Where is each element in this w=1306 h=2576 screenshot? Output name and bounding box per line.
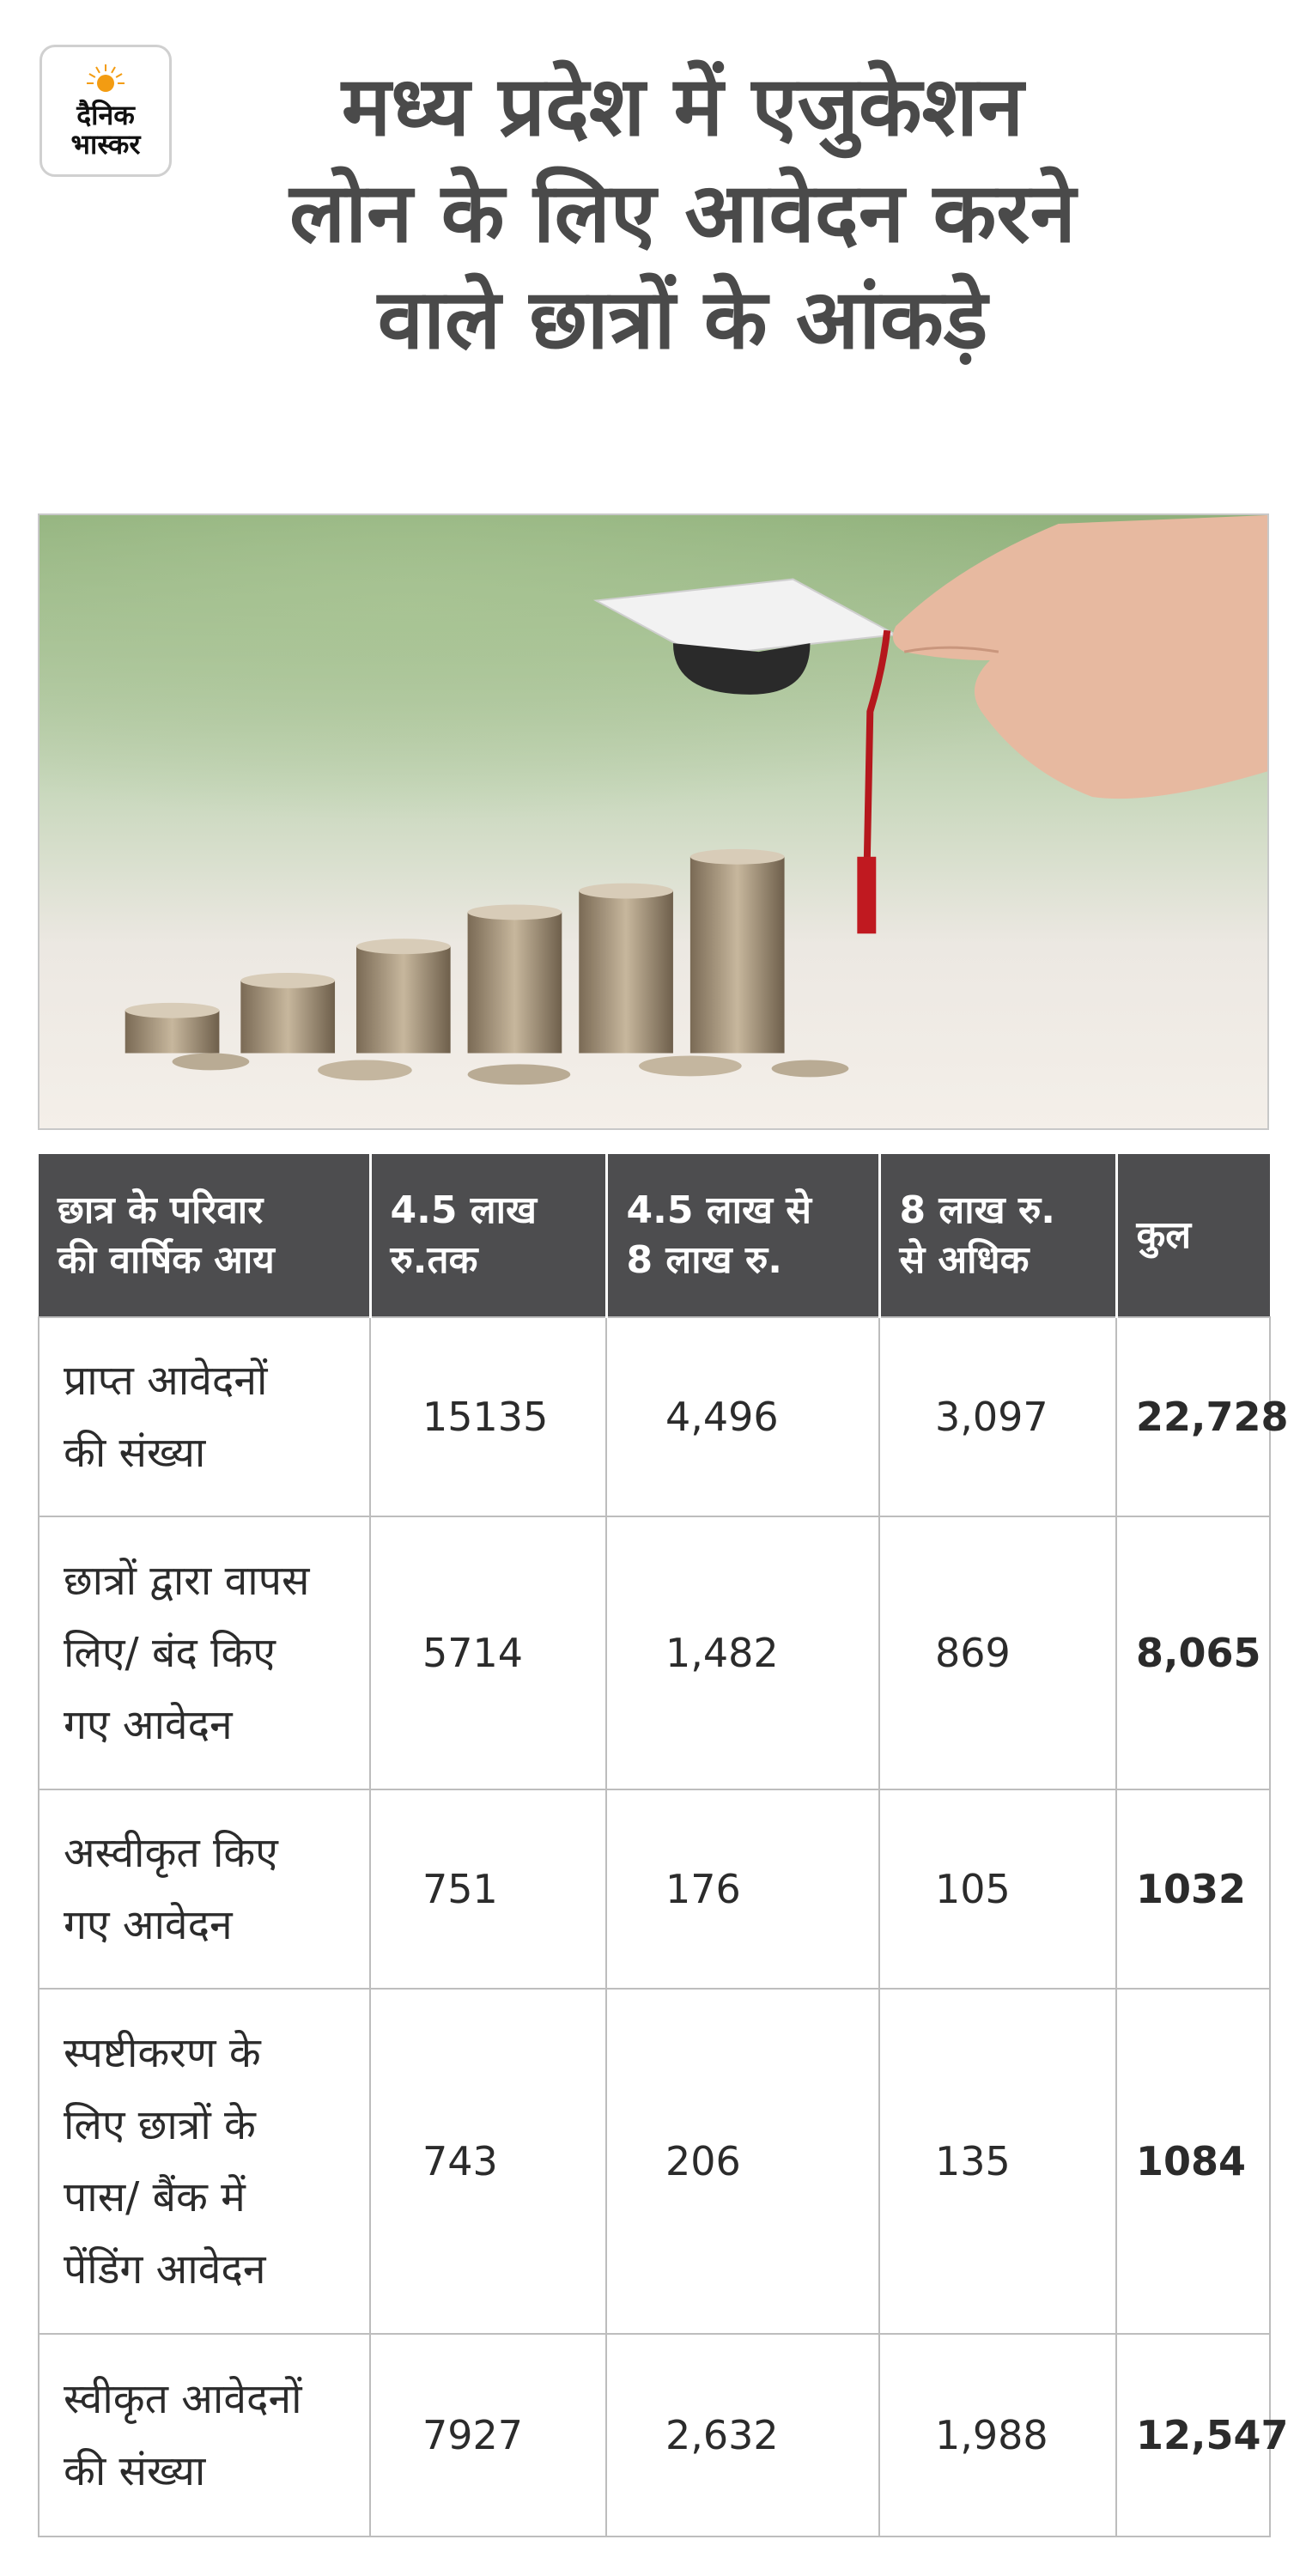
header-text: छात्र के परिवार [58, 1188, 264, 1232]
table-row: स्वीकृत आवेदनों की संख्या 7927 2,632 1,9… [38, 2333, 1289, 2537]
sun-icon [87, 64, 125, 92]
cell-upto-4-5-lakh: 7927 [369, 2333, 607, 2537]
header-text: से अधिक [899, 1237, 1030, 1282]
page-title: मध्य प्रदेश में एजुकेशन लोन के लिए आवेदन… [129, 53, 1236, 373]
header-text: 4.5 लाख [390, 1188, 537, 1232]
header-above-8-lakh: 8 लाख रु. से अधिक [879, 1154, 1118, 1317]
label-line: लिए/ बंद किए [64, 1629, 276, 1677]
row-label: अस्वीकृत किए गए आवेदन [38, 1789, 371, 1990]
row-label: स्वीकृत आवेदनों की संख्या [38, 2333, 371, 2537]
header-4-5-to-8-lakh: 4.5 लाख से 8 लाख रु. [606, 1154, 881, 1317]
title-line-1: मध्य प्रदेश में एजुकेशन [341, 58, 1024, 155]
cell-total: 8,065 [1115, 1516, 1271, 1790]
header-family-income: छात्र के परिवार की वार्षिक आय [39, 1154, 372, 1317]
coins-graduation-cap-image [39, 515, 1267, 1128]
label-line: स्पष्टीकरण के [64, 2029, 261, 2077]
cell-4-5-to-8-lakh: 206 [605, 1988, 880, 2335]
dainik-bhaskar-logo: दैनिक भास्कर [39, 45, 172, 177]
row-label: स्पष्टीकरण के लिए छात्रों के पास/ बैंक म… [38, 1988, 371, 2335]
header-text: 4.5 लाख से [626, 1188, 812, 1232]
cell-4-5-to-8-lakh: 176 [605, 1789, 880, 1990]
header-upto-4-5-lakh: 4.5 लाख रु.तक [370, 1154, 608, 1317]
label-line: स्वीकृत आवेदनों [64, 2375, 302, 2423]
cell-above-8-lakh: 3,097 [878, 1316, 1117, 1517]
table-row: प्राप्त आवेदनों की संख्या 15135 4,496 3,… [38, 1316, 1289, 1517]
label-line: छात्रों द्वारा वापस [64, 1557, 310, 1605]
cell-total: 22,728 [1115, 1316, 1289, 1517]
header-text: की वार्षिक आय [58, 1237, 275, 1282]
header-text: कुल [1136, 1212, 1192, 1257]
cell-above-8-lakh: 869 [878, 1516, 1117, 1790]
education-loan-photo [38, 513, 1269, 1130]
label-line: लिए छात्रों के [64, 2101, 256, 2149]
cell-4-5-to-8-lakh: 4,496 [605, 1316, 880, 1517]
cell-total: 12,547 [1115, 2333, 1289, 2537]
cell-upto-4-5-lakh: 751 [369, 1789, 607, 1990]
label-line: की संख्या [64, 2447, 206, 2495]
logo-text-line1: दैनिक [76, 99, 135, 131]
row-label: छात्रों द्वारा वापस लिए/ बंद किए गए आवेद… [38, 1516, 371, 1790]
label-line: प्राप्त आवेदनों [64, 1357, 268, 1405]
header-text: 8 लाख रु. [899, 1188, 1056, 1232]
header-total: कुल [1116, 1154, 1270, 1317]
cell-upto-4-5-lakh: 5714 [369, 1516, 607, 1790]
label-line: पास/ बैंक में [64, 2173, 246, 2221]
header-text: 8 लाख रु. [626, 1237, 783, 1282]
table-row: अस्वीकृत किए गए आवेदन 751 176 105 1032 [38, 1789, 1271, 1990]
label-line: गए आवेदन [64, 1901, 233, 1949]
cell-total: 1032 [1115, 1789, 1271, 1990]
label-line: गए आवेदन [64, 1701, 233, 1749]
cell-4-5-to-8-lakh: 2,632 [605, 2333, 880, 2537]
table-row: छात्रों द्वारा वापस लिए/ बंद किए गए आवेद… [38, 1516, 1271, 1790]
label-line: पेंडिंग आवेदन [64, 2245, 266, 2293]
loan-statistics-table: छात्र के परिवार की वार्षिक आय 4.5 लाख रु… [38, 1154, 1289, 2537]
cell-above-8-lakh: 1,988 [878, 2333, 1117, 2537]
cell-upto-4-5-lakh: 15135 [369, 1316, 607, 1517]
title-line-3: वाले छात्रों के आंकड़े [377, 271, 988, 368]
cell-above-8-lakh: 105 [878, 1789, 1117, 1990]
cell-4-5-to-8-lakh: 1,482 [605, 1516, 880, 1790]
header-text: रु.तक [390, 1237, 478, 1282]
logo-text-line2: भास्कर [70, 128, 141, 161]
row-label: प्राप्त आवेदनों की संख्या [38, 1316, 371, 1517]
title-line-2: लोन के लिए आवेदन करने [289, 165, 1076, 261]
table-header-row: छात्र के परिवार की वार्षिक आय 4.5 लाख रु… [39, 1154, 1270, 1317]
label-line: अस्वीकृत किए [64, 1829, 278, 1877]
table-row: स्पष्टीकरण के लिए छात्रों के पास/ बैंक म… [38, 1988, 1271, 2335]
cell-total: 1084 [1115, 1988, 1271, 2335]
cell-above-8-lakh: 135 [878, 1988, 1117, 2335]
label-line: की संख्या [64, 1429, 206, 1477]
cell-upto-4-5-lakh: 743 [369, 1988, 607, 2335]
